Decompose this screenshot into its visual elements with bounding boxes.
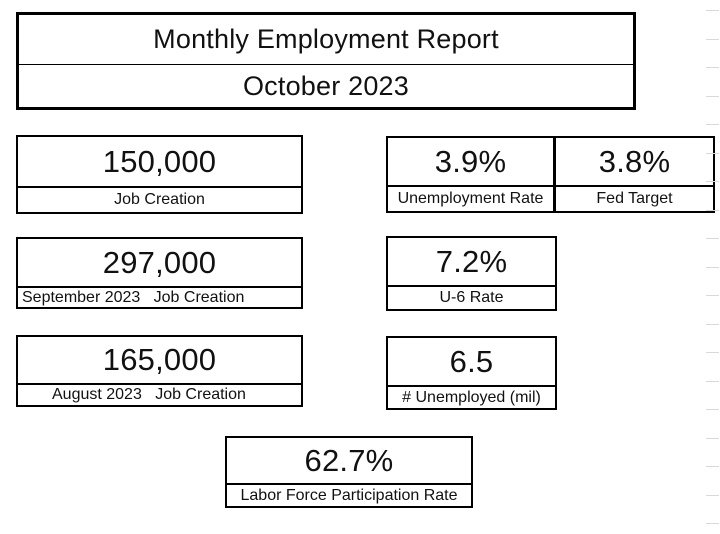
stat-box-job-creation-october: 150,000 Job Creation	[16, 135, 303, 214]
stat-box-u6-rate: 7.2% U-6 Rate	[386, 236, 557, 311]
stat-value-september: 297,000	[18, 239, 301, 288]
stat-label-labor-force-participation: Labor Force Participation Rate	[240, 486, 458, 504]
report-period: October 2023	[242, 70, 409, 101]
stat-value-unemployed-millions: 6.5	[388, 338, 555, 387]
stat-value-unemployment-rate: 3.9%	[388, 138, 553, 187]
stat-label-u6-rate: U-6 Rate	[439, 289, 504, 306]
stat-value-job-creation: 150,000	[18, 137, 301, 188]
stat-box-unemployment-rate: 3.9% Unemployment Rate	[388, 138, 556, 211]
stat-box-unemployed-millions: 6.5 # Unemployed (mil)	[386, 336, 557, 410]
stat-label-august: August 2023 Job Creation	[52, 386, 246, 403]
stat-label-september: September 2023 Job Creation	[22, 288, 245, 306]
stat-label-fed-target: Fed Target	[596, 190, 673, 207]
report-header: Monthly Employment Report October 2023	[16, 12, 636, 110]
stat-box-job-creation-august: 165,000 August 2023 Job Creation	[16, 335, 303, 407]
stat-box-labor-force-participation: 62.7% Labor Force Participation Rate	[225, 436, 473, 508]
stat-value-u6-rate: 7.2%	[388, 238, 555, 287]
stat-value-fed-target: 3.8%	[556, 138, 713, 187]
stat-box-job-creation-september: 297,000 September 2023 Job Creation	[16, 237, 303, 309]
stat-value-labor-force-participation: 62.7%	[227, 438, 471, 485]
spreadsheet-gridline-ticks	[705, 0, 720, 534]
stat-group-unemployment: 3.9% Unemployment Rate 3.8% Fed Target	[386, 136, 715, 213]
stat-box-fed-target: 3.8% Fed Target	[556, 138, 713, 211]
report-title: Monthly Employment Report	[19, 15, 633, 65]
stat-label-unemployed-millions: # Unemployed (mil)	[402, 388, 541, 406]
stat-label-unemployment-rate: Unemployment Rate	[397, 190, 544, 207]
stat-label-job-creation: Job Creation	[114, 191, 205, 208]
stat-value-august: 165,000	[18, 337, 301, 385]
